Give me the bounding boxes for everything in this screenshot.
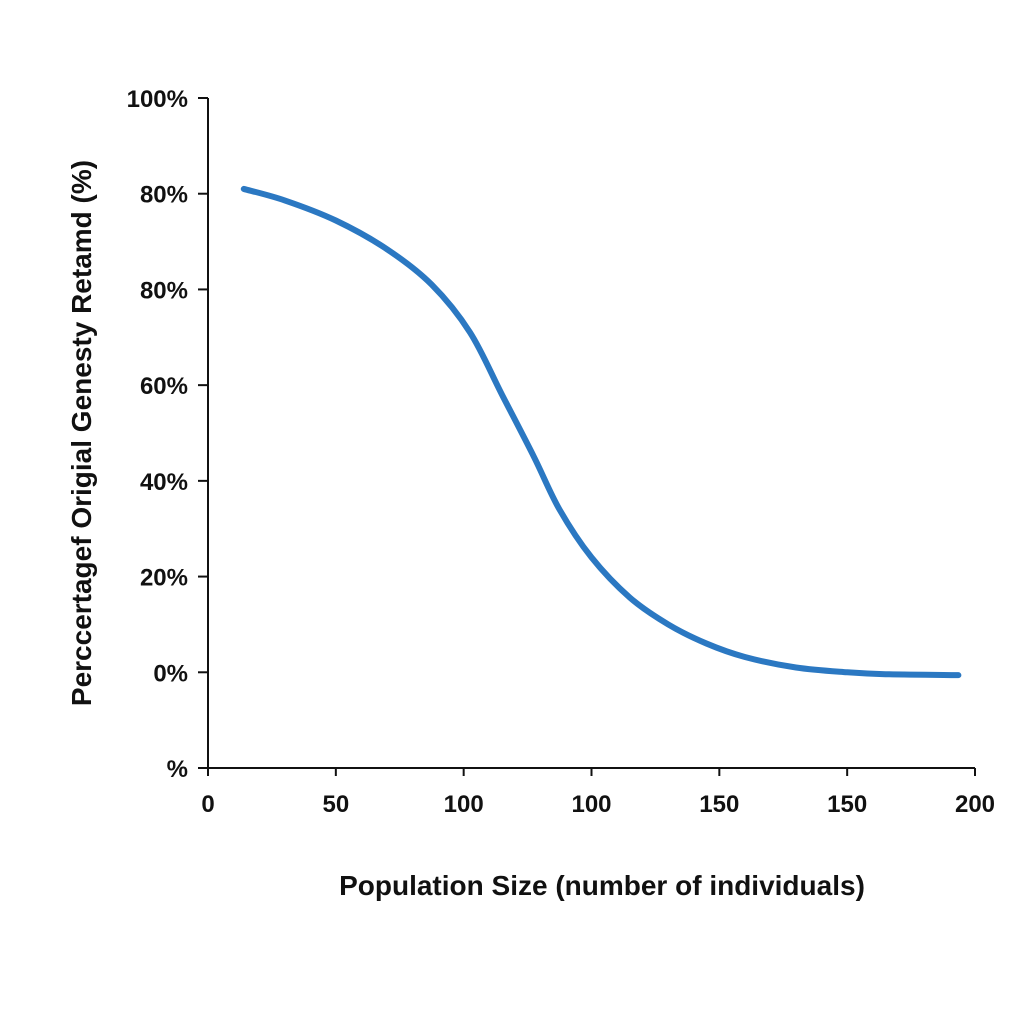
x-tick-label: 100 [571, 791, 611, 818]
y-axis-title: Perccertagef Origial Genesty Retamd (%) [66, 160, 97, 706]
x-axis-title: Population Size (number of individuals) [339, 870, 865, 901]
y-tick-label: 40% [140, 469, 188, 496]
x-tick-label: 0 [201, 791, 214, 818]
y-tick-label: 0% [153, 660, 188, 687]
y-tick-label: 60% [140, 373, 188, 400]
y-tick-label: % [167, 756, 188, 783]
x-tick-label: 200 [955, 791, 995, 818]
y-tick-label: 100% [127, 86, 188, 113]
x-tick-label: 50 [322, 791, 349, 818]
series-line [240, 185, 962, 679]
y-tick-label: 80% [140, 277, 188, 304]
x-tick-label: 150 [699, 791, 739, 818]
y-tick-label: 80% [140, 182, 188, 209]
ticks: % 0% 20% 40% 60% 80% 80% 100% 0 50 100 100 150 150 200 [127, 86, 995, 818]
x-tick-label: 100 [444, 791, 484, 818]
x-tick-label: 150 [827, 791, 867, 818]
y-tick-label: 20% [140, 565, 188, 592]
axes [207, 98, 975, 769]
series [240, 185, 962, 679]
